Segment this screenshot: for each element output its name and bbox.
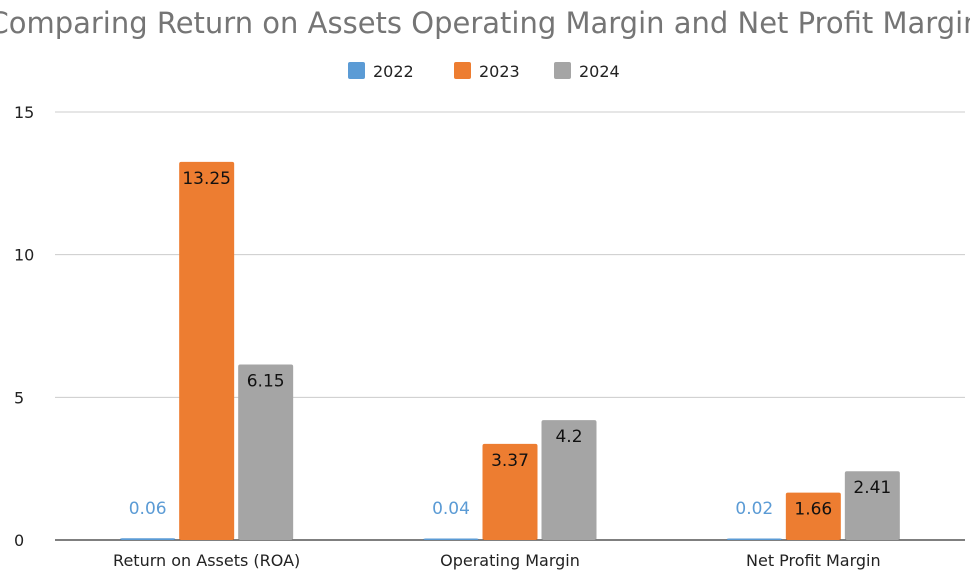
bar-2022 [423, 538, 479, 540]
legend: 2022 2023 2024 [348, 62, 620, 81]
category-label: Net Profit Margin [746, 551, 881, 570]
legend-label: 2023 [479, 62, 520, 81]
data-label: 3.37 [491, 451, 529, 471]
data-label: 4.2 [555, 427, 582, 447]
data-label: 2.41 [853, 478, 891, 498]
chart-title: Comparing Return on Assets Operating Mar… [0, 6, 970, 40]
y-tick-label: 15 [14, 103, 34, 122]
legend-swatch [554, 62, 571, 79]
bar-2024 [238, 364, 294, 540]
category-labels: Return on Assets (ROA) Operating Margin Ne… [113, 551, 881, 570]
legend-label: 2024 [579, 62, 620, 81]
data-label: 0.02 [735, 499, 773, 519]
category-label: Operating Margin [440, 551, 580, 570]
bars [120, 161, 900, 540]
y-tick-label: 5 [14, 388, 24, 407]
y-tick-label: 10 [14, 246, 34, 265]
bar-2023 [785, 492, 841, 540]
legend-swatch [348, 62, 365, 79]
category-label: Return on Assets (ROA) [113, 551, 300, 570]
data-label: 1.66 [794, 500, 832, 520]
bar-2023 [179, 161, 235, 540]
bar-2024 [844, 471, 900, 540]
legend-label: 2022 [373, 62, 414, 81]
bar-2024 [541, 420, 597, 540]
y-tick-label: 0 [14, 531, 24, 550]
bar-2022 [726, 538, 782, 540]
data-label: 6.15 [247, 372, 285, 392]
data-label: 0.06 [129, 499, 167, 519]
legend-swatch [454, 62, 471, 79]
data-labels: 0.06 13.25 6.15 0.04 3.37 4.2 0.02 1.66 2.41 [129, 169, 892, 520]
bar-2022 [120, 538, 176, 540]
data-label: 0.04 [432, 499, 470, 519]
bar-2023 [482, 443, 538, 540]
data-label: 13.25 [182, 169, 231, 189]
